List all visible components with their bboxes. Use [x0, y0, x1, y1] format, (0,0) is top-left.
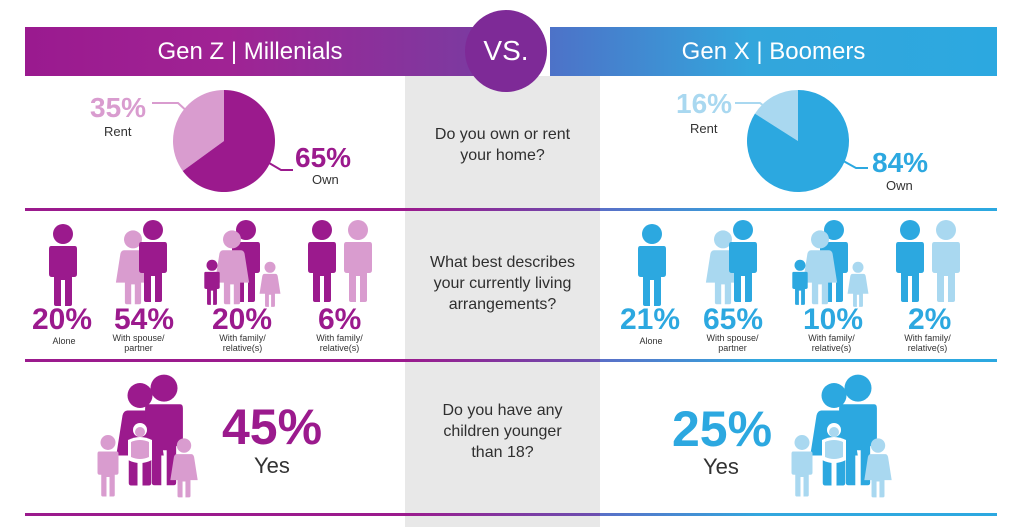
genz-children-pct: 45% [222, 399, 323, 455]
living-question: What best describes your currently livin… [430, 254, 575, 313]
section-divider-2-left [25, 359, 405, 362]
boomers-living-alone-label: Alone [639, 336, 663, 346]
genz-header-bar: Gen Z | Millenials [25, 27, 475, 76]
vs-badge: VS. [465, 10, 547, 92]
genz-living-family-label: With family/ relative(s) [219, 333, 266, 353]
boomers-children-label: Yes [703, 454, 739, 479]
genz-parents-with-kids-icon [97, 374, 198, 498]
section-divider-3-right [600, 513, 997, 516]
boomers-living-family-label: With family/ relative(s) [808, 333, 855, 353]
boomers-pie-slice-own [747, 90, 849, 192]
boomers-living-spouse-label: With spouse/ partner [706, 333, 759, 353]
genz-pie-slice-own [182, 90, 275, 192]
boomers-family-icon [792, 220, 869, 307]
genz-family-icon [204, 220, 281, 307]
genz-own-label: Own [312, 172, 339, 187]
section-divider-2-right [600, 359, 997, 362]
genz-living-alone-label: Alone [52, 336, 76, 346]
boomers-home-pie [747, 90, 849, 192]
genz-living-family-pct: 20% [212, 303, 273, 336]
boomers-living-family-pct: 10% [803, 303, 864, 336]
boomers-living-alone-pct: 21% [620, 303, 681, 336]
genz-couple-icon [115, 220, 167, 305]
home-question: Do you own or rent your home? [434, 126, 571, 164]
genz-living-alone-pct: 20% [32, 303, 93, 336]
children-question: Do you have any children younger than 18… [442, 402, 563, 461]
boomers-leader-lines [735, 102, 868, 169]
boomers-rent-pct: 16% [676, 88, 733, 119]
genz-rent-pct: 35% [90, 92, 147, 123]
boomers-children-pct: 25% [672, 401, 773, 457]
section-divider-2-mid [405, 359, 600, 362]
boomers-rent-label: Rent [690, 121, 718, 136]
boomers-couple-icon [705, 220, 757, 305]
section-divider-1-right [600, 208, 997, 211]
boomers-single-person-icon [638, 224, 666, 306]
genz-home-pie [173, 90, 275, 192]
section-divider-1-left [25, 208, 405, 211]
genz-own-pct: 65% [295, 142, 352, 173]
boomers-living-spouse-pct: 65% [703, 303, 764, 336]
boomers-parents-with-kids-icon [791, 374, 892, 498]
boomers-header-title: Gen X | Boomers [681, 38, 866, 65]
boomers-header-bar: Gen X | Boomers [550, 27, 997, 76]
genz-living-family2-label: With family/ relative(s) [316, 333, 363, 353]
genz-rent-leader-line [152, 102, 293, 171]
section-divider-1-mid [405, 208, 600, 211]
genz-single-person-icon [49, 224, 77, 306]
genz-children-label: Yes [254, 453, 290, 478]
genz-living-spouse-label: With spouse/ partner [112, 333, 165, 353]
boomers-own-pct: 84% [872, 147, 929, 178]
boomers-own-label: Own [886, 178, 913, 193]
genz-two-adults-icon [308, 220, 372, 302]
genz-living-spouse-pct: 54% [114, 303, 175, 336]
boomers-living-family2-pct: 2% [908, 303, 952, 336]
genz-living-family2-pct: 6% [318, 303, 362, 336]
genz-header-title: Gen Z | Millenials [157, 38, 343, 65]
boomers-two-adults-icon [896, 220, 960, 302]
section-divider-3-left [25, 513, 405, 516]
boomers-living-family2-label: With family/ relative(s) [904, 333, 951, 353]
center-question-column [405, 76, 600, 527]
genz-rent-label: Rent [104, 124, 132, 139]
boomers-pie-slice-rent [754, 90, 798, 141]
section-divider-3-mid [405, 513, 600, 516]
